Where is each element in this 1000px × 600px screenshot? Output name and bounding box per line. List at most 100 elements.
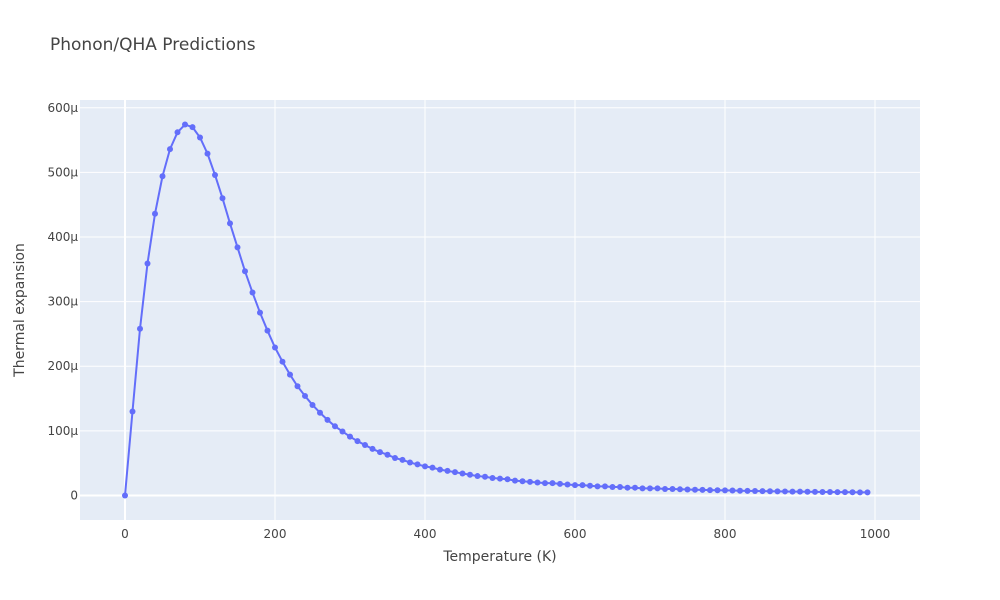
data-point xyxy=(857,489,863,496)
data-point xyxy=(272,344,278,351)
data-point xyxy=(774,488,781,495)
data-point xyxy=(804,488,811,495)
y-tick-label: 100μ xyxy=(47,424,78,438)
data-point xyxy=(459,470,466,477)
data-point xyxy=(572,482,578,489)
data-point xyxy=(497,475,503,482)
data-point xyxy=(332,423,338,430)
data-point xyxy=(294,383,301,390)
data-point xyxy=(482,473,488,480)
data-point xyxy=(422,463,428,470)
y-tick-label: 600μ xyxy=(47,101,78,115)
x-tick-label: 400 xyxy=(414,527,437,541)
data-point xyxy=(347,433,353,440)
chart-title: Phonon/QHA Predictions xyxy=(50,35,256,55)
data-point xyxy=(242,268,248,275)
data-point xyxy=(234,244,241,251)
data-point xyxy=(212,171,218,178)
data-point xyxy=(782,488,788,495)
data-point xyxy=(579,482,586,489)
data-point xyxy=(437,466,443,473)
y-tick-label: 200μ xyxy=(47,359,78,373)
data-point xyxy=(392,454,398,461)
data-point xyxy=(257,309,263,316)
data-point xyxy=(714,487,721,494)
data-point xyxy=(527,478,533,485)
y-axis-title: Thermal expansion xyxy=(12,243,28,378)
data-point xyxy=(849,489,856,496)
data-point xyxy=(324,416,331,423)
tick-label-layer: 0 200 400 600 800 1000 0 100μ 200μ 300μ 400μ 500μ 60… xyxy=(47,101,890,541)
data-point xyxy=(542,480,548,487)
data-point xyxy=(137,325,143,332)
data-point xyxy=(647,485,653,492)
data-point xyxy=(617,484,623,491)
data-point xyxy=(519,478,526,485)
x-tick-label: 800 xyxy=(714,527,737,541)
data-point xyxy=(759,488,766,495)
x-axis-title: Temperature (K) xyxy=(442,549,556,565)
data-point xyxy=(587,482,593,489)
data-point xyxy=(564,481,571,488)
data-point xyxy=(737,487,743,494)
data-point xyxy=(204,150,211,157)
data-point xyxy=(249,289,256,296)
y-tick-label: 400μ xyxy=(47,230,78,244)
series-layer xyxy=(122,121,871,499)
data-point xyxy=(489,475,496,481)
data-point xyxy=(834,489,841,496)
data-point xyxy=(144,260,151,267)
data-point xyxy=(197,134,203,141)
data-point xyxy=(452,469,458,476)
data-point xyxy=(602,483,608,490)
data-point xyxy=(662,485,668,492)
data-point xyxy=(152,210,158,217)
x-tick-label: 200 xyxy=(264,527,287,541)
data-point xyxy=(377,449,383,456)
data-point xyxy=(729,487,736,494)
data-point xyxy=(354,438,361,445)
x-tick-label: 600 xyxy=(564,527,587,541)
data-point xyxy=(317,409,323,416)
data-point xyxy=(174,129,181,136)
data-point xyxy=(182,121,188,128)
data-point xyxy=(639,485,646,492)
data-point xyxy=(309,401,316,408)
data-point xyxy=(842,489,848,496)
data-point xyxy=(429,464,436,471)
data-point xyxy=(609,484,616,491)
data-point xyxy=(864,489,871,496)
data-point xyxy=(362,442,368,449)
data-point xyxy=(827,489,833,496)
data-point xyxy=(264,327,271,334)
data-point xyxy=(669,485,676,492)
data-point xyxy=(444,467,451,474)
data-point xyxy=(407,459,413,466)
data-point xyxy=(789,488,796,495)
data-point xyxy=(534,479,541,486)
plot-area xyxy=(80,100,920,520)
data-point xyxy=(369,445,376,452)
data-point xyxy=(654,485,661,492)
data-point xyxy=(399,456,406,463)
data-point xyxy=(692,486,698,493)
data-point xyxy=(219,195,226,202)
data-point xyxy=(722,487,728,494)
data-point xyxy=(557,480,563,487)
grid-layer xyxy=(80,100,920,520)
y-tick-label: 0 xyxy=(70,488,78,502)
data-point xyxy=(467,471,473,478)
series-line xyxy=(124,123,868,496)
data-point xyxy=(159,173,166,180)
data-point xyxy=(707,487,713,494)
data-point xyxy=(279,358,286,365)
data-point xyxy=(797,488,803,495)
data-point xyxy=(744,487,751,494)
data-point xyxy=(819,488,826,495)
data-point xyxy=(339,428,346,435)
data-point xyxy=(632,484,638,491)
data-point xyxy=(287,371,293,378)
data-point xyxy=(677,486,683,493)
